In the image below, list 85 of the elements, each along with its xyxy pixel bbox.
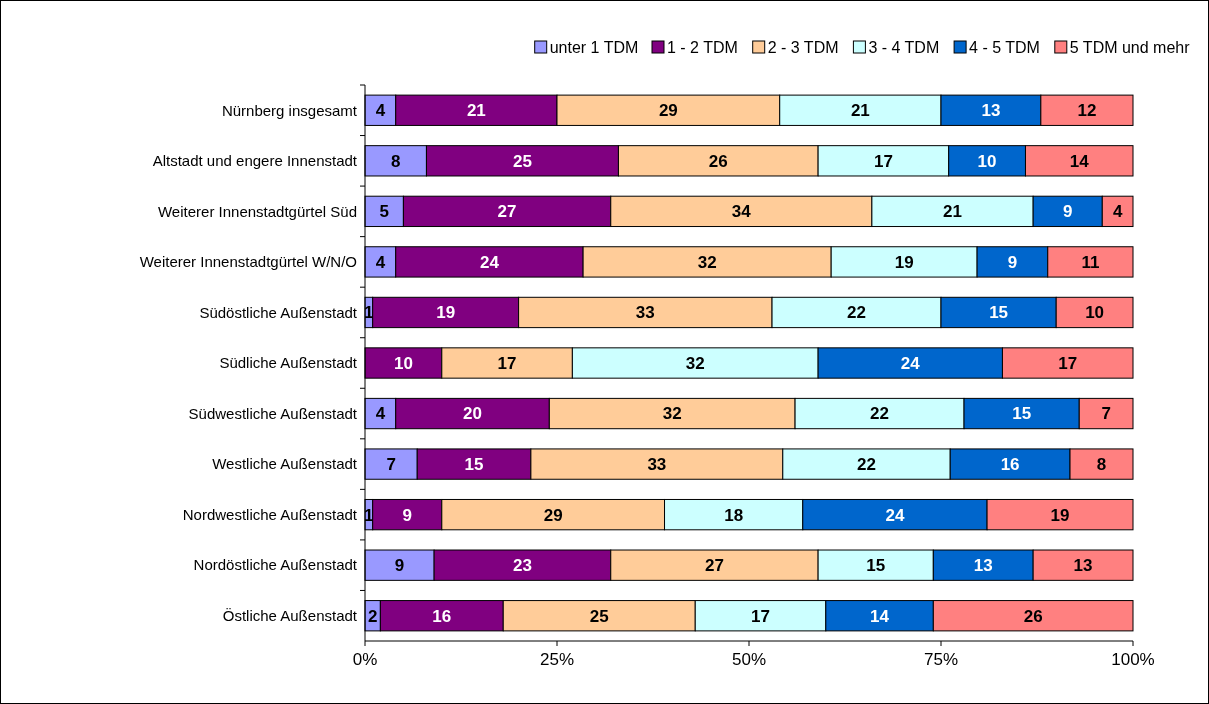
- data-label: 21: [850, 101, 870, 121]
- data-label: 15: [989, 303, 1009, 323]
- x-tick-label: 50%: [731, 650, 767, 669]
- data-label: 29: [658, 101, 678, 121]
- data-label: 10: [393, 353, 413, 373]
- legend-label: 5 TDM und mehr: [1069, 38, 1191, 56]
- data-label: 8: [1096, 455, 1107, 475]
- data-label: 17: [751, 606, 770, 626]
- data-label: 4: [375, 252, 386, 272]
- y-tick-label: Weiterer Innenstadtgürtel Süd: [157, 202, 357, 220]
- data-label: 9: [1062, 202, 1073, 222]
- data-label: 17: [497, 353, 517, 373]
- legend-label: 2 - 3 TDM: [767, 38, 839, 56]
- data-label: 33: [647, 455, 667, 475]
- y-tick-label: Südliche Außenstadt: [219, 354, 358, 372]
- data-label: 24: [900, 353, 921, 373]
- y-tick-label: Nordwestliche Außenstadt: [182, 505, 358, 523]
- data-label: 18: [724, 505, 744, 525]
- data-label: 10: [977, 151, 997, 171]
- data-label: 21: [943, 202, 962, 222]
- data-label: 33: [635, 303, 655, 323]
- data-label: 15: [464, 455, 484, 475]
- data-label: 15: [866, 556, 886, 576]
- data-label: 9: [394, 556, 405, 576]
- data-label: 23: [512, 556, 532, 576]
- data-label: 20: [463, 404, 482, 424]
- data-label: 25: [589, 606, 609, 626]
- data-label: 11: [1081, 252, 1100, 272]
- data-label: 13: [1073, 556, 1093, 576]
- data-label: 14: [1069, 151, 1090, 171]
- data-label: 32: [697, 252, 717, 272]
- data-label: 32: [662, 404, 682, 424]
- y-tick-label: Nürnberg insgesamt: [221, 101, 358, 119]
- x-tick-label: 25%: [539, 650, 575, 669]
- data-label: 24: [885, 505, 905, 525]
- y-tick-label: Nordöstliche Außenstadt: [193, 556, 358, 574]
- data-label: 13: [973, 556, 993, 576]
- data-label: 27: [497, 202, 517, 222]
- x-tick-label: 75%: [923, 650, 959, 669]
- legend-label: 3 - 4 TDM: [868, 38, 940, 56]
- data-label: 4: [1112, 202, 1123, 222]
- data-label: 9: [1007, 252, 1018, 272]
- x-tick-label: 100%: [1111, 650, 1155, 669]
- data-label: 22: [857, 455, 876, 475]
- data-label: 21: [466, 101, 486, 121]
- data-label: 5: [379, 202, 389, 222]
- y-tick-label: Westliche Außenstadt: [212, 455, 358, 473]
- y-tick-label: Altstadt und engere Innenstadt: [152, 152, 358, 170]
- data-label: 12: [1077, 101, 1097, 121]
- data-label: 34: [731, 202, 752, 222]
- data-label: 17: [1058, 353, 1078, 373]
- data-label: 9: [402, 505, 412, 525]
- data-label: 13: [981, 101, 1001, 121]
- y-tick-label: Südöstliche Außenstadt: [199, 303, 358, 321]
- data-label: 7: [386, 455, 396, 475]
- data-label: 16: [432, 606, 452, 626]
- legend-label: 4 - 5 TDM: [969, 38, 1040, 56]
- data-label: 4: [375, 404, 386, 424]
- data-label: 10: [1085, 303, 1105, 323]
- data-label: 2: [367, 606, 378, 626]
- data-label: 22: [847, 303, 866, 323]
- data-label: 14: [870, 606, 890, 626]
- data-label: 15: [1012, 404, 1032, 424]
- data-label: 19: [894, 252, 914, 272]
- data-label: 16: [1000, 455, 1020, 475]
- legend-label: unter 1 TDM: [549, 38, 639, 56]
- data-label: 19: [436, 303, 456, 323]
- data-label: 17: [873, 151, 893, 171]
- data-label: 22: [870, 404, 890, 424]
- legend-label: 1 - 2 TDM: [667, 38, 738, 56]
- data-label: 32: [685, 353, 705, 373]
- y-tick-label: Weiterer Innenstadtgürtel W/N/O: [139, 253, 357, 271]
- data-label: 27: [704, 556, 724, 576]
- data-label: 24: [479, 252, 500, 272]
- x-tick-label: 0%: [352, 650, 378, 669]
- data-label: 4: [375, 101, 386, 121]
- data-label: 8: [390, 151, 401, 171]
- y-tick-label: Südwestliche Außenstadt: [188, 404, 358, 422]
- y-tick-label: Östliche Außenstadt: [222, 606, 358, 624]
- data-label: 19: [1050, 505, 1070, 525]
- data-label: 26: [708, 151, 728, 171]
- data-label: 26: [1023, 606, 1043, 626]
- data-label: 7: [1101, 404, 1111, 424]
- data-label: 29: [543, 505, 563, 525]
- data-label: 25: [512, 151, 532, 171]
